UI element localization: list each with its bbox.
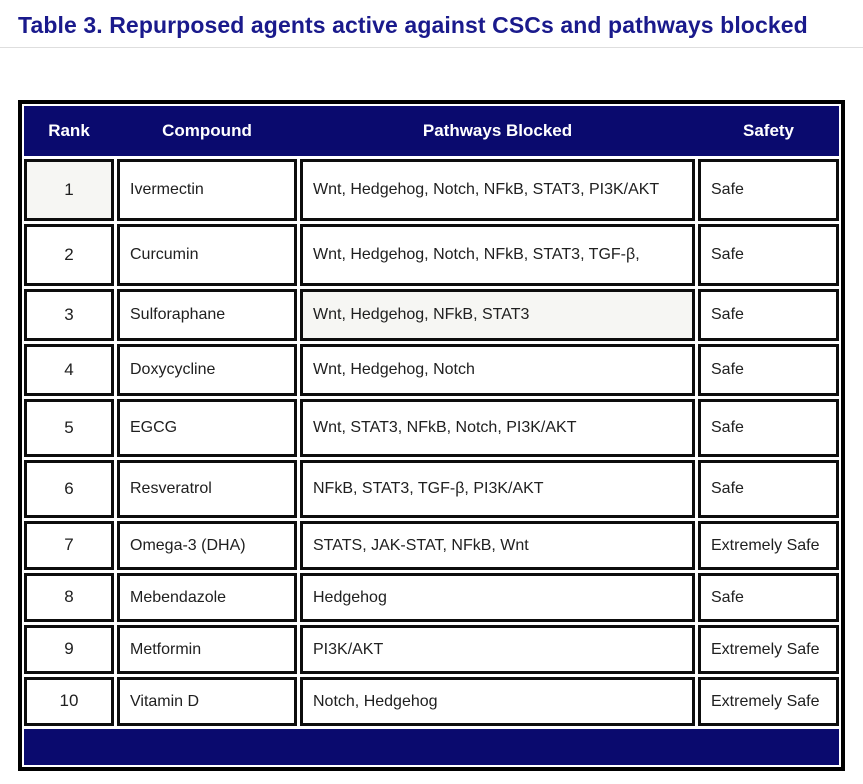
pathways-cell: NFkB, STAT3, TGF-β, PI3K/AKT (300, 460, 695, 518)
safety-cell: Extremely Safe (698, 677, 839, 726)
safety-cell: Safe (698, 573, 839, 622)
table-row: 4 Doxycycline Wnt, Hedgehog, Notch Safe (24, 344, 839, 396)
column-header-compound: Compound (162, 121, 252, 140)
pathways-cell: Wnt, STAT3, NFkB, Notch, PI3K/AKT (300, 399, 695, 457)
pathways-cell: PI3K/AKT (300, 625, 695, 674)
safety-cell: Safe (698, 289, 839, 341)
compound-cell: Vitamin D (117, 677, 297, 726)
safety-cell: Safe (698, 159, 839, 221)
safety-cell: Safe (698, 460, 839, 518)
compound-cell: Metformin (117, 625, 297, 674)
safety-cell: Extremely Safe (698, 625, 839, 674)
table-row: 9 Metformin PI3K/AKT Extremely Safe (24, 625, 839, 674)
rank-cell: 6 (24, 460, 114, 518)
page-title: Table 3. Repurposed agents active agains… (18, 12, 808, 38)
safety-cell: Extremely Safe (698, 521, 839, 570)
table-row: 8 Mebendazole Hedgehog Safe (24, 573, 839, 622)
rank-cell: 1 (24, 159, 114, 221)
table-row: 7 Omega-3 (DHA) STATS, JAK-STAT, NFkB, W… (24, 521, 839, 570)
column-header-rank: Rank (48, 121, 90, 140)
rank-cell: 9 (24, 625, 114, 674)
table-row: 3 Sulforaphane Wnt, Hedgehog, NFkB, STAT… (24, 289, 839, 341)
safety-cell: Safe (698, 399, 839, 457)
compound-cell: Doxycycline (117, 344, 297, 396)
compound-cell: Ivermectin (117, 159, 297, 221)
compound-cell: Curcumin (117, 224, 297, 286)
pathways-cell: Notch, Hedgehog (300, 677, 695, 726)
compound-cell: Mebendazole (117, 573, 297, 622)
compound-cell: EGCG (117, 399, 297, 457)
safety-cell: Safe (698, 344, 839, 396)
table-row: 10 Vitamin D Notch, Hedgehog Extremely S… (24, 677, 839, 726)
table-row: 5 EGCG Wnt, STAT3, NFkB, Notch, PI3K/AKT… (24, 399, 839, 457)
table-row: 2 Curcumin Wnt, Hedgehog, Notch, NFkB, S… (24, 224, 839, 286)
safety-cell: Safe (698, 224, 839, 286)
rank-cell: 2 (24, 224, 114, 286)
pathways-cell: STATS, JAK-STAT, NFkB, Wnt (300, 521, 695, 570)
table-header-row: Rank Compound Pathways Blocked Safety (24, 106, 839, 156)
column-header-pathways: Pathways Blocked (422, 121, 573, 140)
title-divider (0, 47, 863, 48)
table-footer-bar (24, 729, 839, 765)
pathways-cell: Hedgehog (300, 573, 695, 622)
table-row: 1 Ivermectin Wnt, Hedgehog, Notch, NFkB,… (24, 159, 839, 221)
pathways-cell: Wnt, Hedgehog, Notch, NFkB, STAT3, TGF-β… (300, 224, 695, 286)
rank-cell: 3 (24, 289, 114, 341)
rank-cell: 4 (24, 344, 114, 396)
rank-cell: 8 (24, 573, 114, 622)
pathways-cell: Wnt, Hedgehog, Notch (300, 344, 695, 396)
compound-cell: Resveratrol (117, 460, 297, 518)
pathways-cell: Wnt, Hedgehog, NFkB, STAT3 (300, 289, 695, 341)
rank-cell: 5 (24, 399, 114, 457)
compound-cell: Sulforaphane (117, 289, 297, 341)
column-header-safety: Safety (742, 121, 795, 140)
rank-cell: 7 (24, 521, 114, 570)
table-row: 6 Resveratrol NFkB, STAT3, TGF-β, PI3K/A… (24, 460, 839, 518)
repurposed-agents-table: Rank Compound Pathways Blocked Safety 1 … (18, 100, 845, 771)
rank-cell: 10 (24, 677, 114, 726)
compound-cell: Omega-3 (DHA) (117, 521, 297, 570)
pathways-cell: Wnt, Hedgehog, Notch, NFkB, STAT3, PI3K/… (300, 159, 695, 221)
